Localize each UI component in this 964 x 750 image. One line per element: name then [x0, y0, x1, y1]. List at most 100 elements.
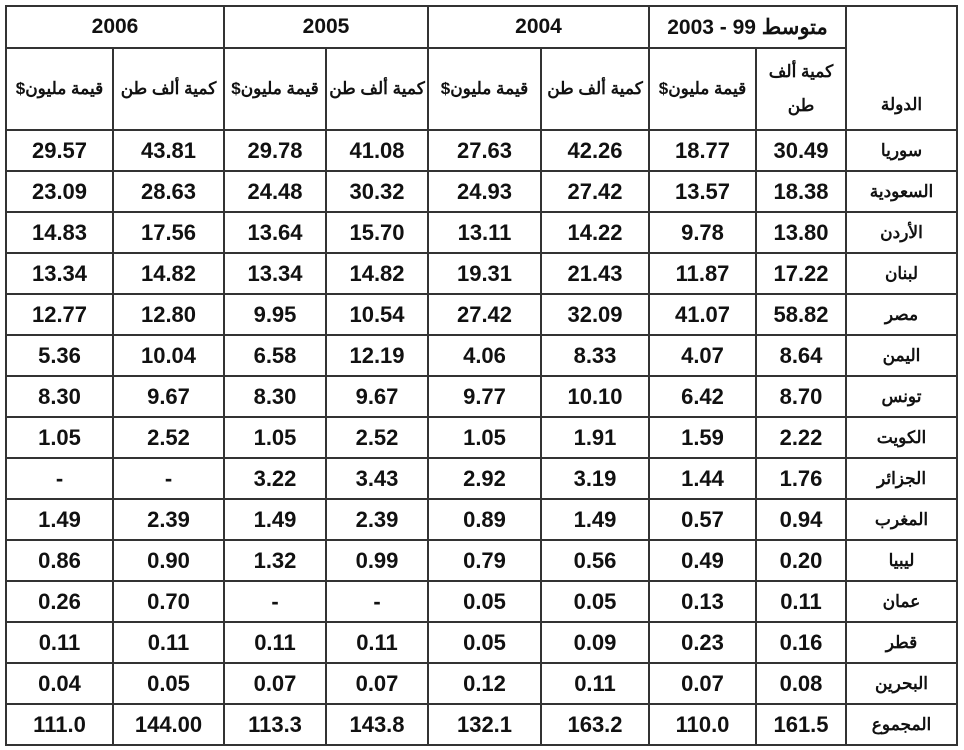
value-cell: 9.67	[325, 375, 429, 418]
qty-header: كمية ألف طن	[325, 47, 429, 131]
country-cell: لبنان	[845, 252, 958, 295]
country-cell: الكويت	[845, 416, 958, 459]
value-cell: 13.11	[427, 211, 542, 254]
value-cell: 9.78	[648, 211, 757, 254]
value-cell: 2.52	[112, 416, 225, 459]
value-cell: 0.12	[427, 662, 542, 705]
value-cell: 13.80	[755, 211, 847, 254]
period-header-row: 2006 2005 2004 متوسط 99 - 2003 الدولة	[5, 5, 958, 131]
value-cell: 43.81	[112, 129, 225, 172]
value-cell: 0.23	[648, 621, 757, 664]
exports-table: 2006 2005 2004 متوسط 99 - 2003 الدولة قي…	[5, 5, 958, 746]
table-row: 111.0 144.00 113.3 143.8 132.1 163.2 110.0 161.…	[5, 703, 958, 746]
value-cell: 6.58	[223, 334, 327, 377]
value-cell: 1.91	[540, 416, 650, 459]
value-cell: 6.42	[648, 375, 757, 418]
country-cell: سوريا	[845, 129, 958, 172]
table-row: 29.57 43.81 29.78 41.08 27.63 42.26 18.77 30.49…	[5, 129, 958, 172]
value-cell: 1.05	[427, 416, 542, 459]
value-cell: 17.56	[112, 211, 225, 254]
value-cell: 0.16	[755, 621, 847, 664]
value-cell: 41.08	[325, 129, 429, 172]
value-cell: 1.49	[540, 498, 650, 541]
value-cell: 0.07	[223, 662, 327, 705]
value-header: قيمة مليون$	[223, 47, 327, 131]
value-cell: 13.57	[648, 170, 757, 213]
value-cell: 2.92	[427, 457, 542, 500]
value-cell: 4.07	[648, 334, 757, 377]
value-cell: 0.99	[325, 539, 429, 582]
value-cell: 144.00	[112, 703, 225, 746]
country-cell: تونس	[845, 375, 958, 418]
value-cell: 1.49	[223, 498, 327, 541]
country-cell: الأردن	[845, 211, 958, 254]
value-cell: 10.10	[540, 375, 650, 418]
value-cell: 27.42	[540, 170, 650, 213]
value-cell: 10.54	[325, 293, 429, 336]
value-cell: 0.57	[648, 498, 757, 541]
value-cell: 24.93	[427, 170, 542, 213]
value-cell: 12.77	[5, 293, 114, 336]
value-cell: 161.5	[755, 703, 847, 746]
value-cell: 41.07	[648, 293, 757, 336]
country-header: الدولة	[845, 5, 958, 131]
value-cell: 5.36	[5, 334, 114, 377]
value-cell: 1.44	[648, 457, 757, 500]
value-cell: 0.05	[427, 621, 542, 664]
value-cell: 0.20	[755, 539, 847, 582]
qty-header: كمية ألف طن	[755, 47, 847, 131]
value-cell: 8.70	[755, 375, 847, 418]
value-cell: 9.95	[223, 293, 327, 336]
country-cell: البحرين	[845, 662, 958, 705]
value-cell: 8.30	[5, 375, 114, 418]
value-cell: 0.90	[112, 539, 225, 582]
value-cell: 14.82	[325, 252, 429, 295]
value-cell: 0.49	[648, 539, 757, 582]
table-row: 8.30 9.67 8.30 9.67 9.77 10.10 6.42 8.70 تونس	[5, 375, 958, 418]
value-cell: 14.82	[112, 252, 225, 295]
value-cell: 21.43	[540, 252, 650, 295]
value-cell: 13.64	[223, 211, 327, 254]
value-cell: 2.22	[755, 416, 847, 459]
value-cell: 163.2	[540, 703, 650, 746]
value-cell: 58.82	[755, 293, 847, 336]
value-cell: 0.11	[325, 621, 429, 664]
table-row: 5.36 10.04 6.58 12.19 4.06 8.33 4.07 8.64 اليمن	[5, 334, 958, 377]
value-cell: 9.67	[112, 375, 225, 418]
value-cell: 0.09	[540, 621, 650, 664]
country-cell: المجموع	[845, 703, 958, 746]
value-cell: 27.42	[427, 293, 542, 336]
value-cell: 0.86	[5, 539, 114, 582]
value-cell: 18.77	[648, 129, 757, 172]
value-cell: 13.34	[223, 252, 327, 295]
value-cell: 111.0	[5, 703, 114, 746]
value-cell: 8.33	[540, 334, 650, 377]
period-2006: 2006	[5, 5, 225, 49]
table-row: 0.11 0.11 0.11 0.11 0.05 0.09 0.23 0.16 قطر	[5, 621, 958, 664]
period-2004: 2004	[427, 5, 650, 49]
value-cell: 0.07	[325, 662, 429, 705]
value-cell: 0.11	[223, 621, 327, 664]
value-cell: 28.63	[112, 170, 225, 213]
qty-header: كمية ألف طن	[112, 47, 225, 131]
value-cell: -	[5, 457, 114, 500]
value-cell: 24.48	[223, 170, 327, 213]
value-cell: 12.80	[112, 293, 225, 336]
value-cell: 3.43	[325, 457, 429, 500]
value-header: قيمة مليون$	[5, 47, 114, 131]
table-row: 0.04 0.05 0.07 0.07 0.12 0.11 0.07 0.08 البحرين	[5, 662, 958, 705]
value-cell: 1.32	[223, 539, 327, 582]
value-cell: 9.77	[427, 375, 542, 418]
value-cell: 15.70	[325, 211, 429, 254]
country-cell: مصر	[845, 293, 958, 336]
value-cell: 0.05	[540, 580, 650, 623]
table-row: 14.83 17.56 13.64 15.70 13.11 14.22 9.78 13.80 ا…	[5, 211, 958, 254]
value-cell: 8.30	[223, 375, 327, 418]
table-row: 13.34 14.82 13.34 14.82 19.31 21.43 11.87 17.22…	[5, 252, 958, 295]
value-cell: 27.63	[427, 129, 542, 172]
value-cell: -	[112, 457, 225, 500]
country-cell: عمان	[845, 580, 958, 623]
value-cell: -	[325, 580, 429, 623]
value-cell: 1.49	[5, 498, 114, 541]
value-cell: 1.05	[223, 416, 327, 459]
